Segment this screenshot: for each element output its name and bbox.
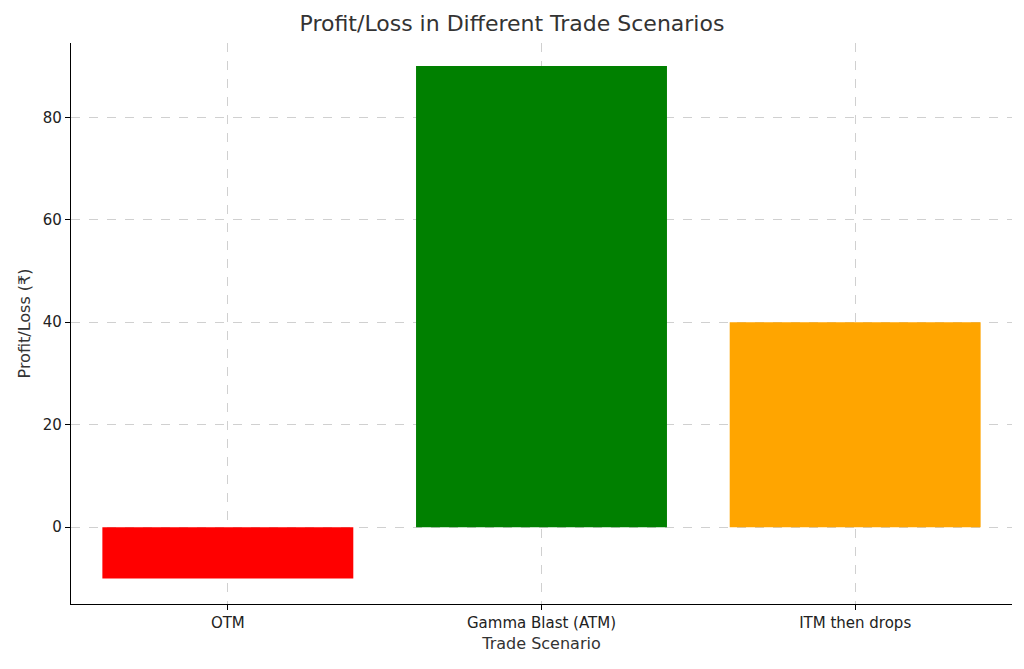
svg-text:ITM then drops: ITM then drops [799, 614, 911, 632]
svg-text:0: 0 [52, 518, 62, 536]
svg-text:Profit/Loss (₹): Profit/Loss (₹) [15, 269, 34, 379]
svg-text:20: 20 [43, 416, 62, 434]
svg-text:OTM: OTM [211, 614, 245, 632]
svg-text:Trade Scenario: Trade Scenario [481, 634, 600, 653]
svg-text:Profit/Loss in Different Trade: Profit/Loss in Different Trade Scenarios [300, 11, 725, 36]
svg-text:60: 60 [43, 211, 62, 229]
svg-text:40: 40 [43, 313, 62, 331]
svg-text:Gamma Blast (ATM): Gamma Blast (ATM) [467, 614, 616, 632]
svg-text:80: 80 [43, 109, 62, 127]
